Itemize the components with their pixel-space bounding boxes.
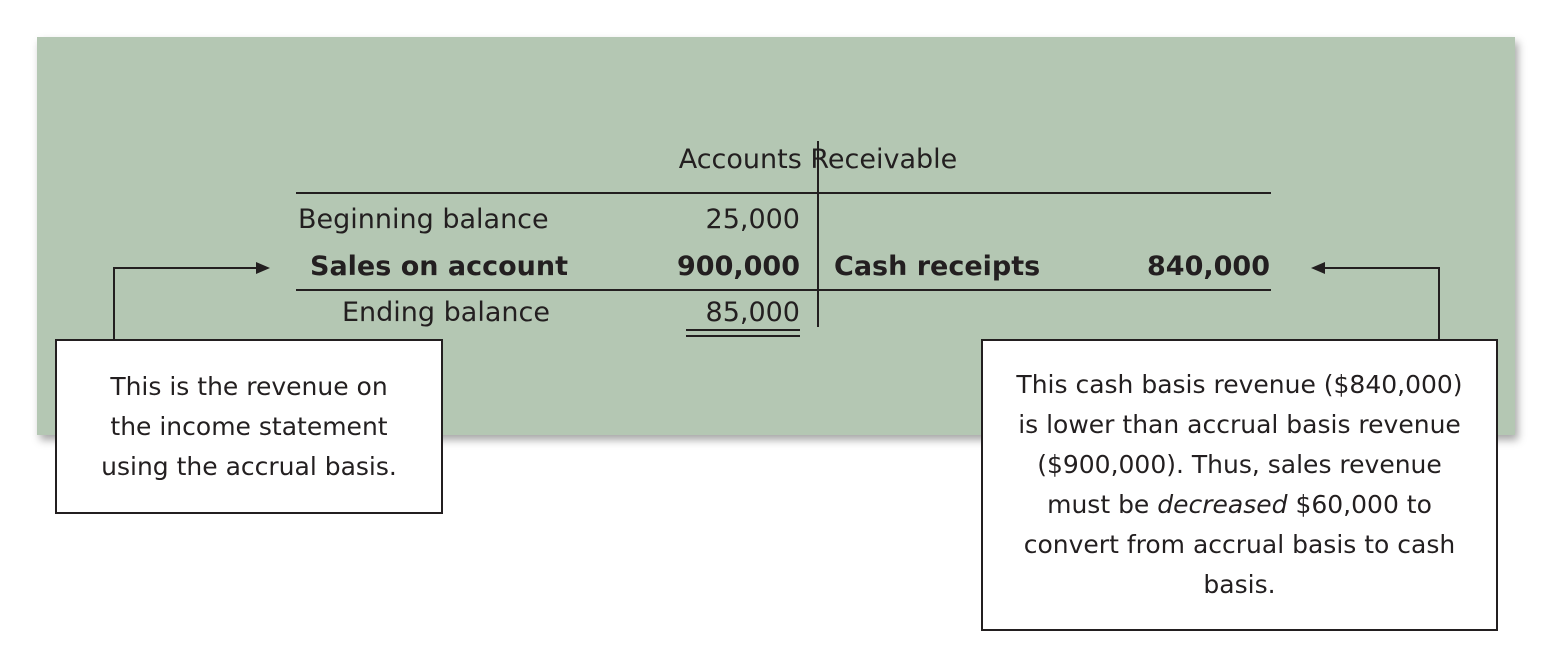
ending-balance-amount: 85,000 — [705, 297, 800, 328]
cash-basis-callout-text: This cash basis revenue ($840,000) is lo… — [1005, 365, 1474, 605]
accrual-revenue-callout-text: This is the revenue on the income statem… — [101, 371, 397, 481]
left-arrowhead-icon — [256, 262, 270, 274]
cash-receipts-amount: 840,000 — [1147, 251, 1270, 282]
sales-on-account-label: Sales on account — [310, 251, 569, 282]
right-connector-arrow — [1323, 267, 1440, 339]
t-account-top-rule — [296, 192, 1271, 194]
sales-on-account-amount: 900,000 — [677, 251, 800, 282]
cash-basis-callout-text-part1: This cash basis revenue ($840,000) is lo… — [1016, 370, 1463, 519]
cash-basis-callout-emphasis: decreased — [1157, 490, 1288, 519]
beginning-balance-amount: 25,000 — [705, 204, 800, 235]
accrual-revenue-callout: This is the revenue on the income statem… — [55, 339, 443, 514]
t-account-balance-rule — [296, 289, 1271, 291]
t-account-center-rule — [817, 141, 819, 327]
cash-receipts-label: Cash receipts — [834, 251, 1041, 282]
cash-basis-callout-text-part2: $60,000 to convert from accrual basis to… — [1023, 490, 1456, 599]
double-underline-bottom — [686, 335, 800, 337]
cash-basis-callout: This cash basis revenue ($840,000) is lo… — [981, 339, 1498, 631]
right-arrowhead-icon — [1311, 262, 1325, 274]
left-connector-arrow — [113, 267, 258, 339]
beginning-balance-label: Beginning balance — [298, 204, 549, 235]
ending-balance-label: Ending balance — [342, 297, 550, 328]
double-underline-top — [686, 329, 800, 331]
